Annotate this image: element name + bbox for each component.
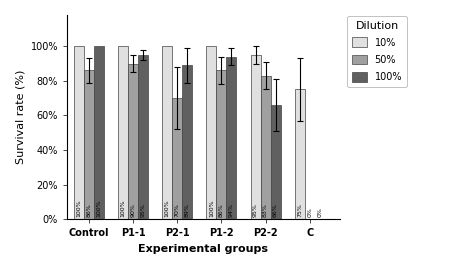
Bar [183,65,193,220]
Bar [260,76,270,220]
Text: 90%: 90% [131,203,136,217]
Text: 70%: 70% [175,203,180,217]
Text: 0%: 0% [317,207,322,217]
Bar [217,70,226,220]
Text: 95%: 95% [141,203,146,217]
Text: 94%: 94% [229,203,234,217]
Legend: 10%, 50%, 100%: 10%, 50%, 100% [347,16,407,87]
Text: 86%: 86% [87,203,92,217]
Text: 66%: 66% [273,203,278,217]
Bar [294,90,305,220]
Bar [172,98,183,220]
Text: 100%: 100% [77,199,82,217]
Text: 0%: 0% [307,207,312,217]
Text: 100%: 100% [165,199,170,217]
Text: 100%: 100% [120,199,126,217]
Bar [251,55,260,220]
Text: 100%: 100% [209,199,214,217]
X-axis label: Experimental groups: Experimental groups [139,244,269,254]
Text: 86%: 86% [219,203,224,217]
Text: 83%: 83% [263,203,268,217]
Bar [270,105,280,220]
Bar [128,63,138,220]
Bar [207,46,217,220]
Text: 89%: 89% [185,203,190,217]
Bar [94,46,104,220]
Bar [74,46,84,220]
Bar [162,46,172,220]
Bar [138,55,148,220]
Bar [226,56,236,220]
Bar [118,46,128,220]
Text: 75%: 75% [297,203,302,217]
Text: 100%: 100% [96,199,101,217]
Bar [84,70,94,220]
Text: 95%: 95% [253,203,258,217]
Y-axis label: Survival rate (%): Survival rate (%) [15,70,25,164]
